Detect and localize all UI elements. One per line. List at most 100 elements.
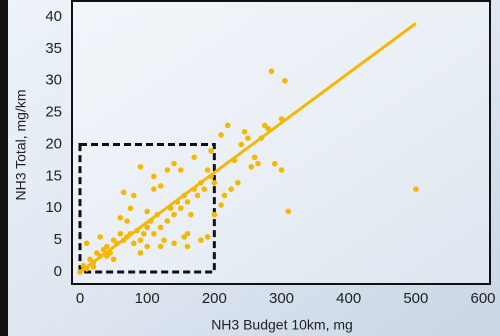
data-point — [255, 161, 261, 167]
data-point — [282, 78, 288, 84]
data-point — [148, 218, 154, 224]
data-point — [252, 154, 258, 160]
data-point — [212, 212, 218, 218]
data-point — [151, 231, 157, 237]
data-point — [171, 241, 177, 247]
data-point — [144, 225, 150, 231]
data-point — [188, 212, 194, 218]
left-strip — [0, 0, 8, 336]
y-tick-label: 25 — [45, 104, 62, 121]
data-point — [413, 186, 419, 192]
data-point — [191, 154, 197, 160]
data-point — [245, 135, 251, 141]
data-point — [84, 266, 90, 272]
data-point — [205, 234, 211, 240]
x-tick-label: 400 — [336, 290, 361, 307]
y-tick-label: 15 — [45, 167, 62, 184]
data-point — [185, 199, 191, 205]
data-point — [208, 174, 214, 180]
data-point — [118, 215, 124, 221]
data-point — [151, 186, 157, 192]
data-point — [191, 186, 197, 192]
data-point — [225, 123, 231, 129]
data-point — [151, 174, 157, 180]
data-point — [104, 244, 110, 250]
chart: NH3 Budget 10km, mg NH3 Total, mg/km 0 5 1… — [0, 0, 500, 336]
data-point — [138, 237, 144, 243]
x-tick-label: 100 — [135, 290, 160, 307]
data-point — [131, 241, 137, 247]
data-point — [128, 205, 134, 211]
data-point — [272, 161, 278, 167]
y-tick-label: 35 — [45, 40, 62, 57]
y-tick-label: 10 — [45, 199, 62, 216]
data-point — [195, 193, 201, 199]
data-point — [269, 68, 275, 74]
data-point — [118, 231, 124, 237]
data-point — [141, 231, 147, 237]
data-point — [185, 231, 191, 237]
data-point — [158, 225, 164, 231]
data-point — [259, 135, 265, 141]
data-point — [175, 199, 181, 205]
y-tick-label: 5 — [54, 231, 62, 248]
data-point — [97, 234, 103, 240]
data-point — [178, 205, 184, 211]
data-point — [248, 164, 254, 170]
data-point — [185, 244, 191, 250]
x-tick-label: 200 — [202, 290, 227, 307]
data-point — [131, 193, 137, 199]
data-point — [235, 180, 241, 186]
data-point — [198, 180, 204, 186]
y-tick-label: 20 — [45, 135, 62, 152]
data-point — [218, 132, 224, 138]
data-point — [242, 129, 248, 135]
data-point — [238, 142, 244, 148]
data-point — [165, 218, 171, 224]
data-point — [165, 167, 171, 173]
x-tick-label: 300 — [269, 290, 294, 307]
y-tick-label: 30 — [45, 72, 62, 89]
data-point — [104, 253, 110, 259]
data-point — [144, 244, 150, 250]
x-axis-title: NH3 Budget 10km, mg — [211, 317, 353, 333]
data-point — [168, 205, 174, 211]
data-point — [171, 212, 177, 218]
data-point — [154, 212, 160, 218]
data-point — [279, 116, 285, 122]
data-point — [128, 231, 134, 237]
data-point — [111, 256, 117, 262]
data-point — [161, 237, 167, 243]
data-point — [121, 190, 127, 196]
data-point — [212, 180, 218, 186]
x-tick-label: 500 — [403, 290, 428, 307]
data-point — [208, 148, 214, 154]
data-point — [228, 186, 234, 192]
data-point — [138, 250, 144, 256]
x-tick-label: 0 — [76, 290, 84, 307]
data-point — [201, 186, 207, 192]
data-point — [232, 158, 238, 164]
data-point — [134, 228, 140, 234]
data-point — [265, 126, 271, 132]
y-tick-label: 40 — [45, 8, 62, 25]
data-point — [279, 167, 285, 173]
data-point — [77, 269, 83, 275]
data-point — [91, 264, 97, 270]
data-point — [138, 164, 144, 170]
x-tick-label: 600 — [470, 290, 495, 307]
data-point — [205, 167, 211, 173]
y-axis-title: NH3 Total, mg/km — [13, 90, 29, 201]
data-point — [222, 193, 228, 199]
data-point — [97, 253, 103, 259]
y-tick-label: 0 — [54, 263, 62, 280]
data-point — [285, 209, 291, 215]
data-point — [114, 241, 120, 247]
data-point — [124, 218, 130, 224]
data-point — [158, 244, 164, 250]
data-point — [84, 241, 90, 247]
data-point — [198, 237, 204, 243]
data-point — [158, 183, 164, 189]
data-point — [171, 161, 177, 167]
data-point — [144, 209, 150, 215]
